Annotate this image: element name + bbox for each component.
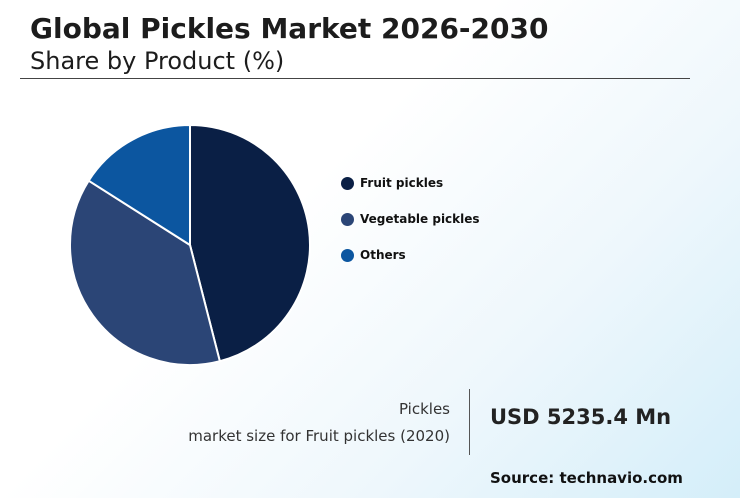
- legend-label: Others: [360, 248, 406, 262]
- pie-slice-others: [87, 123, 191, 247]
- stat-divider: [469, 389, 470, 455]
- market-size-caption-line2: market size for Fruit pickles (2020): [188, 427, 450, 445]
- pie-slice-fruit-pickles: [189, 123, 311, 363]
- chart-subtitle: Share by Product (%): [30, 47, 285, 75]
- legend-item: Others: [341, 246, 480, 264]
- legend-swatch: [341, 212, 354, 226]
- pie-slice-vegetable-pickles: [69, 179, 222, 366]
- legend-swatch: [341, 176, 354, 190]
- chart-legend: Fruit pickles Vegetable pickles Others: [341, 174, 480, 282]
- market-size-value: USD 5235.4 Mn: [490, 405, 672, 429]
- chart-header: Global Pickles Market 2026-2030 Share by…: [30, 12, 548, 76]
- chart-title: Global Pickles Market 2026-2030: [30, 12, 549, 45]
- legend-item: Vegetable pickles: [341, 210, 480, 228]
- legend-label: Fruit pickles: [360, 176, 444, 190]
- source-credit: Source: technavio.com: [490, 469, 683, 487]
- legend-item: Fruit pickles: [341, 174, 480, 192]
- legend-label: Vegetable pickles: [360, 212, 480, 226]
- market-size-caption-line1: Pickles: [398, 400, 450, 418]
- pie-chart: [69, 123, 311, 366]
- header-divider: [20, 78, 690, 79]
- legend-swatch: [341, 248, 354, 262]
- market-size-caption: Pickles market size for Fruit pickles (2…: [188, 397, 450, 451]
